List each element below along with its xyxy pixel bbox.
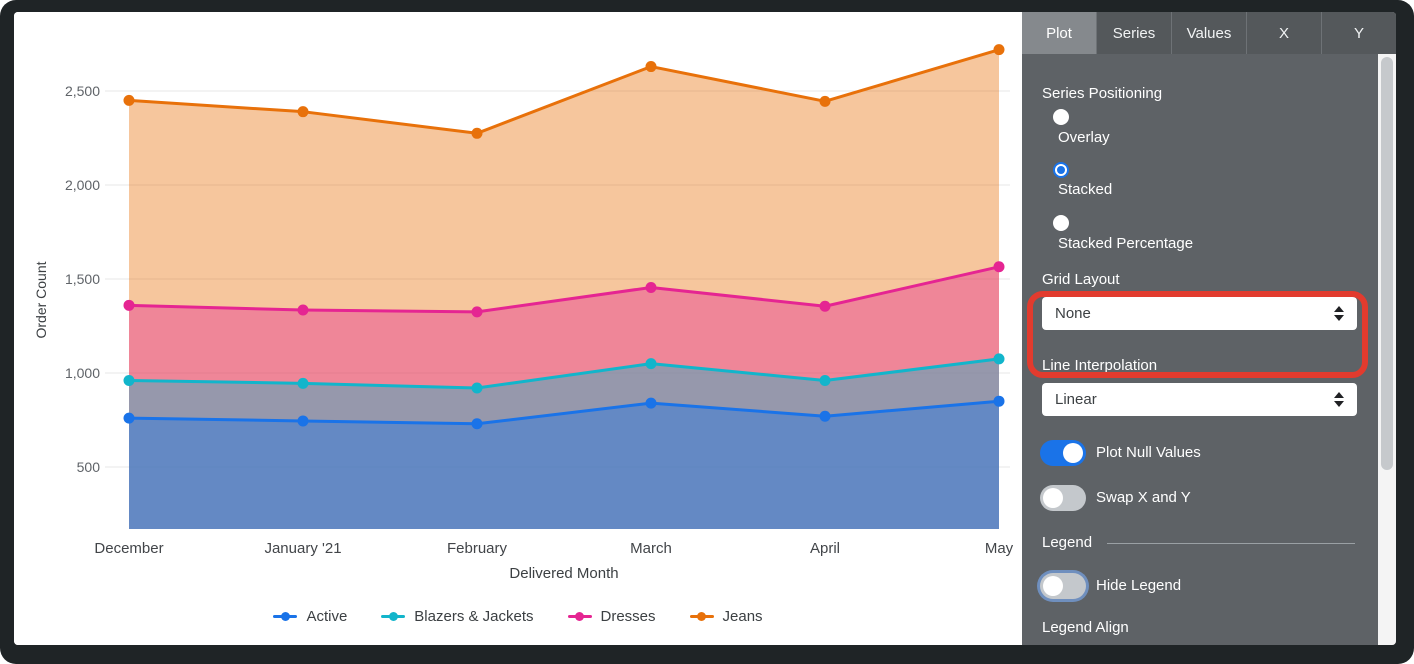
y-tick-label: 2,000	[65, 177, 100, 193]
select-arrows-icon	[1334, 306, 1344, 321]
data-point[interactable]	[471, 306, 483, 318]
tab-y[interactable]: Y	[1321, 12, 1396, 54]
y-tick-label: 500	[77, 459, 101, 475]
x-tick-label: December	[94, 540, 163, 557]
legend-item: Active	[273, 608, 347, 625]
area-jeans	[129, 49, 999, 529]
legend-label: Active	[306, 607, 348, 625]
y-tick-label: 1,000	[65, 365, 100, 381]
chart-legend: Active Blazers & Jackets Dresses Jeans	[14, 604, 1022, 628]
data-point[interactable]	[123, 412, 135, 424]
legend-label: Jeans	[722, 607, 763, 625]
tab-series[interactable]: Series	[1096, 12, 1171, 54]
data-point[interactable]	[819, 300, 831, 312]
line-interpolation-value: Linear	[1055, 391, 1097, 408]
data-point[interactable]	[297, 106, 309, 118]
area-dresses	[129, 266, 999, 529]
radio-stacked-percentage-label: Stacked Percentage	[1058, 235, 1194, 252]
data-point[interactable]	[471, 418, 483, 430]
legend-item: Jeans	[689, 607, 763, 625]
plot-null-values-toggle[interactable]	[1040, 440, 1086, 466]
legend-marker-icon	[273, 611, 298, 621]
data-point[interactable]	[471, 127, 483, 139]
legend-item: Blazers & Jackets	[381, 607, 534, 625]
data-point[interactable]	[819, 410, 831, 422]
data-point[interactable]	[645, 281, 657, 293]
y-tick-label: 1,500	[65, 271, 100, 287]
y-tick-label: 2,500	[65, 83, 100, 99]
x-tick-label: February	[447, 540, 508, 557]
data-point[interactable]	[993, 353, 1005, 365]
data-point[interactable]	[645, 61, 657, 73]
data-point[interactable]	[297, 415, 309, 427]
data-point[interactable]	[819, 95, 831, 107]
data-point[interactable]	[645, 397, 657, 409]
data-point[interactable]	[819, 375, 831, 387]
data-point[interactable]	[123, 375, 135, 387]
tab-plot[interactable]: Plot	[1022, 12, 1096, 54]
grid-layout-value: None	[1055, 305, 1091, 322]
legend-align-label: Legend Align	[1042, 619, 1129, 636]
legend-item: Dresses	[567, 607, 656, 625]
swap-x-and-y-toggle[interactable]	[1040, 485, 1086, 511]
grid-layout-select[interactable]: None	[1042, 297, 1357, 330]
series-line-dresses	[123, 261, 1005, 318]
radio-stacked-percentage[interactable]	[1053, 215, 1069, 231]
grid-layout-label: Grid Layout	[1042, 271, 1120, 288]
hide-legend-label: Hide Legend	[1096, 577, 1182, 594]
data-point[interactable]	[471, 382, 483, 394]
app-screen: 500 1,000 1,500 2,000 2,500 December January '…	[14, 12, 1396, 645]
data-point[interactable]	[993, 261, 1005, 273]
x-axis-title: Delivered Month	[509, 565, 618, 582]
chart-canvas: 500 1,000 1,500 2,000 2,500 December January '…	[14, 12, 1022, 645]
data-point[interactable]	[993, 395, 1005, 407]
radio-stacked-label: Stacked	[1058, 181, 1113, 198]
data-point[interactable]	[297, 377, 309, 389]
data-point[interactable]	[123, 299, 135, 311]
line-interpolation-select[interactable]: Linear	[1042, 383, 1357, 416]
area-active	[129, 401, 999, 529]
tab-x[interactable]: X	[1246, 12, 1321, 54]
x-tick-label: January '21	[264, 540, 341, 557]
x-tick-label: May	[985, 540, 1014, 557]
legend-label: Dresses	[600, 607, 656, 625]
hide-legend-toggle[interactable]	[1040, 573, 1086, 599]
gridlines	[105, 90, 1010, 468]
select-arrows-icon	[1334, 392, 1344, 407]
legend-marker-icon	[567, 611, 592, 621]
tab-values[interactable]: Values	[1171, 12, 1246, 54]
legend-marker-icon	[381, 611, 406, 621]
plot-null-values-label: Plot Null Values	[1096, 444, 1201, 461]
panel-body: Series Positioning Overlay Stacked Stack…	[1022, 54, 1378, 645]
series-positioning-heading: Series Positioning	[1042, 85, 1163, 102]
panel-tabbar: Plot Series Values X Y	[1022, 12, 1396, 54]
line-interpolation-label: Line Interpolation	[1042, 357, 1158, 374]
series-line-blazers-jackets	[123, 353, 1005, 394]
panel-scrollbar[interactable]	[1378, 54, 1396, 645]
data-point[interactable]	[993, 44, 1005, 56]
stacked-area-chart: 500 1,000 1,500 2,000 2,500 December January '…	[33, 44, 1014, 582]
legend-section-heading: Legend	[1042, 534, 1093, 551]
section-divider	[1107, 543, 1355, 544]
x-tick-label: March	[630, 540, 672, 557]
legend-marker-icon	[689, 611, 714, 621]
data-point[interactable]	[645, 358, 657, 370]
area-blazers-jackets	[129, 358, 999, 529]
radio-overlay-label: Overlay	[1058, 129, 1110, 146]
swap-x-and-y-label: Swap X and Y	[1096, 489, 1191, 506]
y-axis-title: Order Count	[33, 261, 49, 338]
radio-stacked[interactable]	[1053, 162, 1069, 178]
series-line-active	[123, 395, 1005, 430]
x-tick-label: April	[810, 540, 840, 557]
data-point[interactable]	[297, 304, 309, 316]
series-areas	[129, 49, 999, 529]
panel-scrollbar-thumb[interactable]	[1381, 57, 1393, 470]
series-line-jeans	[123, 44, 1005, 139]
data-point[interactable]	[123, 94, 135, 106]
radio-overlay[interactable]	[1053, 109, 1069, 125]
legend-label: Blazers & Jackets	[414, 607, 534, 625]
properties-panel: Plot Series Values X Y Series Positionin…	[1022, 12, 1396, 645]
